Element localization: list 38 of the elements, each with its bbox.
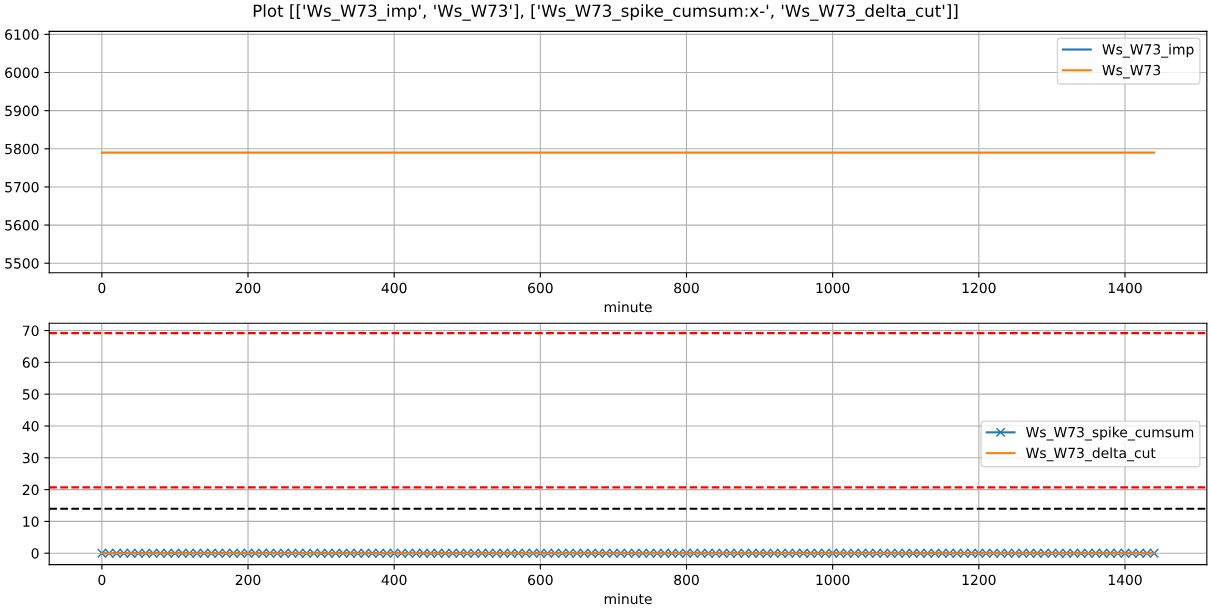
y-tick-label: 5800: [5, 143, 39, 155]
x-axis-title: minute: [604, 593, 652, 605]
x-tick-label: 200: [235, 574, 261, 586]
x-axis-title: minute: [604, 301, 652, 313]
legend-label: Ws_W73: [1102, 64, 1161, 79]
x-tick-label: 1000: [816, 574, 850, 586]
y-tick-label: 20: [22, 484, 39, 496]
x-tick-label: 800: [674, 282, 699, 294]
x-tick-label: 800: [674, 574, 699, 586]
legend-label: Ws_W73_imp: [1102, 43, 1194, 58]
y-tick-label: 70: [22, 325, 39, 337]
x-tick-label: 0: [98, 282, 106, 294]
y-tick-label: 5700: [5, 181, 39, 193]
y-tick-label: 6000: [5, 67, 39, 78]
y-tick-label: 40: [22, 420, 39, 432]
x-tick-label: 1200: [962, 282, 996, 294]
x-tick-label: 600: [528, 574, 553, 586]
y-tick-label: 50: [22, 389, 39, 400]
x-tick-label: 1400: [1108, 574, 1142, 586]
y-tick-label: 5600: [5, 220, 39, 231]
x-tick-label: 200: [235, 282, 261, 294]
y-tick-label: 0: [31, 548, 39, 559]
y-tick-label: 60: [22, 357, 39, 368]
x-tick-label: 600: [528, 282, 553, 294]
x-tick-label: 400: [381, 282, 407, 294]
y-tick-label: 30: [22, 452, 39, 464]
y-tick-label: 10: [23, 516, 39, 527]
x-tick-label: 400: [381, 574, 407, 586]
y-tick-label: 5900: [5, 105, 39, 117]
y-tick-label: 6100: [5, 29, 39, 40]
x-tick-label: 1400: [1108, 282, 1142, 294]
x-tick-label: 1200: [962, 574, 996, 586]
y-tick-label: 5500: [5, 258, 39, 269]
chart-title: Plot [['Ws_W73_imp', 'Ws_W73'], ['Ws_W73_spike_cumsum:x-', 'Ws_W73_delta_cut']]: [253, 4, 958, 21]
x-tick-label: 1000: [816, 282, 850, 294]
x-tick-label: 0: [98, 574, 106, 586]
legend-label: Ws_W73_spike_cumsum: [1026, 426, 1194, 441]
legend-label: Ws_W73_delta_cut: [1026, 447, 1156, 462]
